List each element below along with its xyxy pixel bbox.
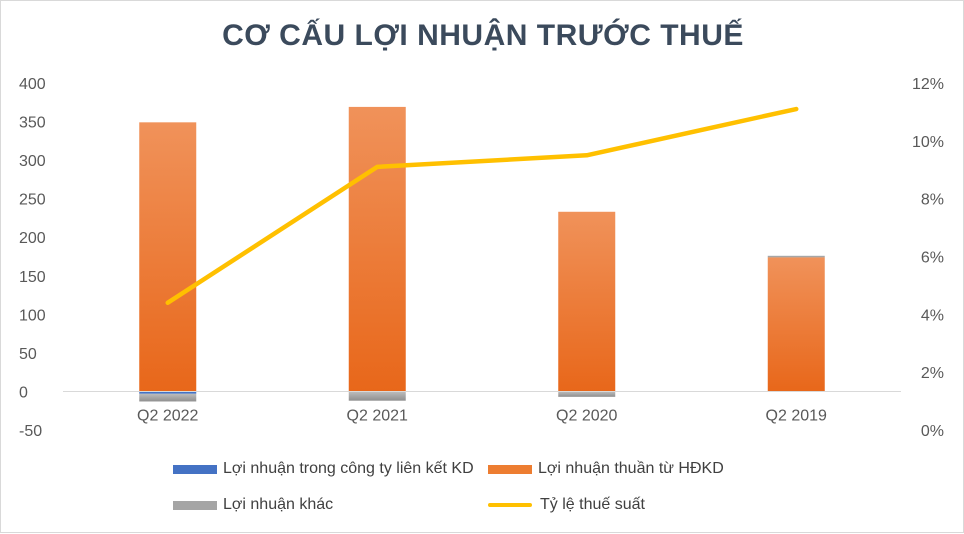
bar-other	[558, 391, 616, 397]
bar-operating	[767, 257, 825, 392]
y-left-tick-label: 150	[19, 269, 46, 286]
y-left-tick-label: 250	[19, 192, 46, 209]
y-right-tick-label: 4%	[921, 307, 944, 324]
y-left-tick-label: 0	[19, 384, 28, 401]
bar-operating	[558, 211, 616, 392]
x-category-label: Q2 2021	[347, 407, 408, 424]
x-category-label: Q2 2019	[766, 407, 827, 424]
y-right-tick-label: 8%	[921, 192, 944, 209]
bar-other	[139, 393, 197, 402]
y-left-tick-label: 400	[19, 76, 46, 93]
x-category-label: Q2 2020	[556, 407, 617, 424]
x-category-label: Q2 2022	[137, 407, 198, 424]
tax-rate-line	[165, 106, 799, 306]
y-left-tick-label: 100	[19, 307, 46, 324]
bar-other	[348, 391, 406, 401]
y-right-tick-label: 10%	[912, 134, 944, 151]
y-left-tick-label: 300	[19, 153, 46, 170]
y-left-tick-label: 50	[19, 346, 37, 363]
bar-operating	[348, 106, 406, 392]
y-right-tick-label: 6%	[921, 250, 944, 267]
bar-other	[767, 255, 825, 258]
y-left-tick-label: -50	[19, 423, 42, 440]
y-right-tick-label: 2%	[921, 365, 944, 382]
bar-associate	[139, 391, 197, 394]
y-right-tick-label: 12%	[912, 76, 944, 93]
y-left-tick-label: 350	[19, 115, 46, 132]
y-right-tick-label: 0%	[921, 423, 944, 440]
y-left-tick-label: 200	[19, 230, 46, 247]
chart-title: CƠ CẤU LỢI NHUẬN TRƯỚC THUẾ	[222, 19, 744, 52]
bar-operating	[139, 122, 197, 392]
